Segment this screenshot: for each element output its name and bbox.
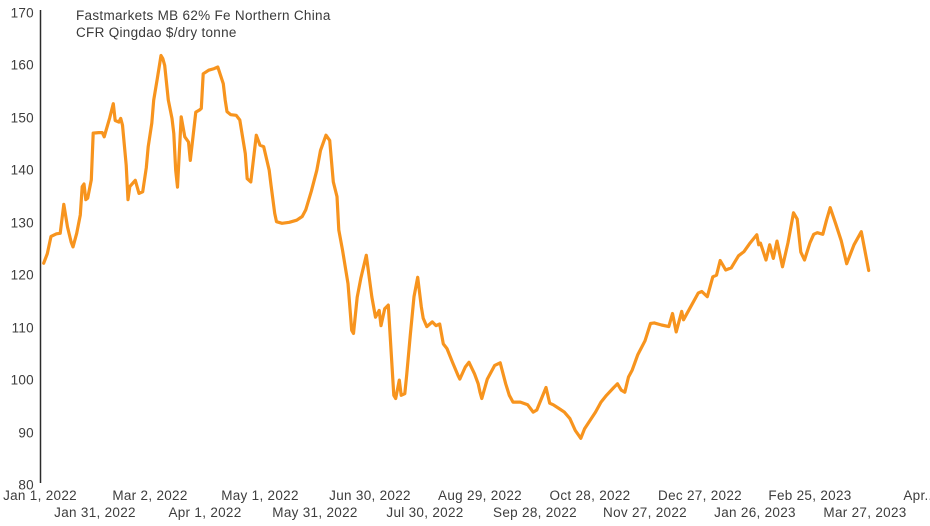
- y-tick-label: 90: [18, 425, 34, 441]
- y-tick-label: 120: [10, 267, 34, 283]
- chart-title-line1: Fastmarkets MB 62% Fe Northern China: [76, 8, 331, 23]
- y-tick-label: 100: [10, 372, 34, 388]
- y-tick-label: 140: [10, 162, 34, 178]
- x-tick-label: Oct 28, 2022: [549, 488, 631, 503]
- x-tick-label: Dec 27, 2022: [658, 488, 742, 503]
- x-tick-label: Nov 27, 2022: [603, 505, 687, 520]
- chart-title: Fastmarkets MB 62% Fe Northern China CFR…: [76, 7, 331, 41]
- x-tick-label: Aug 29, 2022: [438, 488, 522, 503]
- x-tick-label: Jan 26, 2023: [714, 505, 796, 520]
- x-tick-label: Sep 28, 2022: [493, 505, 577, 520]
- x-tick-label: May 31, 2022: [272, 505, 358, 520]
- x-tick-label: Jun 30, 2022: [329, 488, 411, 503]
- x-tick-label: Feb 25, 2023: [768, 488, 852, 503]
- x-tick-label: Jan 31, 2022: [54, 505, 136, 520]
- x-tick-label: Jan 1, 2022: [3, 488, 77, 503]
- x-tick-label: Jul 30, 2022: [386, 505, 464, 520]
- x-tick-label: Mar 2, 2022: [112, 488, 188, 503]
- x-tick-label: May 1, 2022: [221, 488, 299, 503]
- y-tick-label: 110: [11, 320, 34, 336]
- y-tick-label: 150: [10, 110, 34, 126]
- y-tick-label: 160: [10, 57, 34, 73]
- chart-title-line2: CFR Qingdao $/dry tonne: [76, 25, 237, 40]
- x-tick-label: Mar 27, 2023: [823, 505, 907, 520]
- x-tick-label: Apr...: [903, 488, 930, 503]
- price-line: [42, 53, 871, 440]
- x-tick-label: Apr 1, 2022: [168, 505, 242, 520]
- y-tick-label: 170: [10, 5, 34, 21]
- y-tick-label: 130: [10, 215, 34, 231]
- y-tick-label: 80: [18, 477, 34, 493]
